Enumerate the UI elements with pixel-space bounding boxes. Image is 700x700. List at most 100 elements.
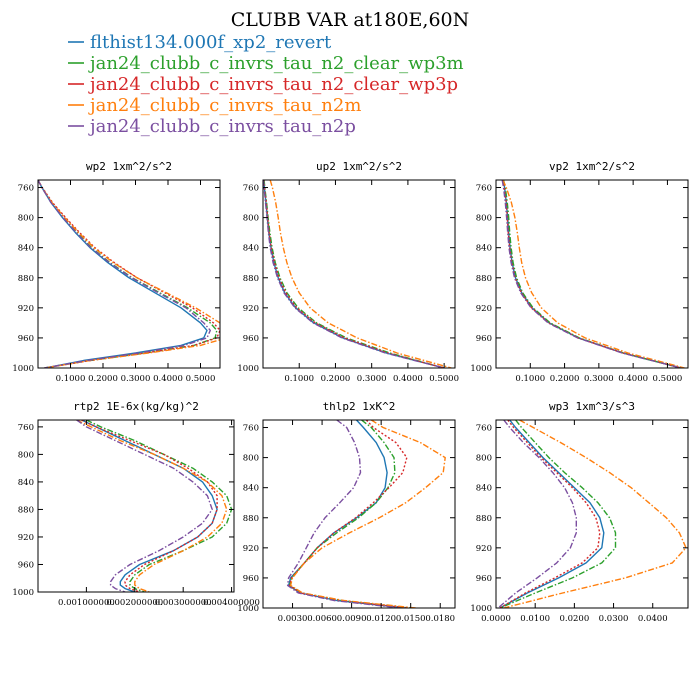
y-tick-label: 880 [18,505,34,515]
series-line [286,420,401,608]
series-line [76,420,213,592]
series-line [289,420,446,608]
plot-frame [37,419,235,593]
series-line [499,420,605,608]
panel-5: wp3 1xm^3/s^3 760 800 840 880 920 960 10000.000… [470,400,689,624]
y-tick-label: 1000 [12,364,34,374]
x-tick-label: 0.0120 [366,614,396,624]
y-tick-label: 760 [243,424,259,434]
series-line [503,420,687,608]
y-tick-label: 880 [243,514,259,524]
x-tick-label: 0.4000 [618,374,648,384]
x-tick-label: 0.0300 [599,614,629,624]
y-tick-label: 960 [18,560,34,570]
legend-label: jan24_clubb_c_invrs_tau_n2p [88,116,356,137]
y-tick-label: 760 [18,184,34,194]
legend-item: jan24_clubb_c_invrs_tau_n2m [68,95,361,116]
y-tick-label: 920 [476,304,492,314]
series-line [38,180,220,368]
y-tick-label: 920 [18,533,34,543]
series-line [288,420,411,608]
y-tick-label: 880 [243,274,259,284]
x-tick-label: 0.0400 [638,614,668,624]
panel-title: wp2 1xm^2/s^2 [86,160,172,173]
x-tick-label: 0.0030 [278,614,308,624]
y-tick-label: 760 [243,184,259,194]
y-tick-label: 1000 [237,364,259,374]
plot-frame [495,179,689,369]
x-tick-label: 0.2000 [550,374,580,384]
x-tick-label: 0.1000 [515,374,545,384]
series-line [502,180,682,368]
x-tick-label: 0.5000 [653,374,683,384]
legend-label: jan24_clubb_c_invrs_tau_n2_clear_wp3p [88,74,458,95]
legend-item: jan24_clubb_c_invrs_tau_n2_clear_wp3p [68,74,458,95]
series-line [38,180,208,368]
x-tick-label: 0.4000 [153,374,183,384]
y-tick-label: 800 [243,454,259,464]
series-line [38,180,212,368]
series-line [502,180,682,368]
y-tick-label: 880 [18,274,34,284]
plot-frame [262,419,456,609]
x-tick-label: 0.2000 [88,374,118,384]
y-tick-label: 1000 [470,604,492,614]
y-tick-label: 760 [476,184,492,194]
figure-title: CLUBB VAR at180E,60N [231,9,470,31]
panel-title: vp2 1xm^2/s^2 [549,160,635,173]
x-tick-label: 0.0090 [337,614,367,624]
panel-title: up2 1xm^2/s^2 [316,160,402,173]
panel-title: wp3 1xm^3/s^3 [549,400,635,413]
y-tick-label: 840 [243,244,259,254]
series-line [38,180,220,368]
y-tick-label: 920 [243,544,259,554]
legend-item: flthist134.000f_xp2_revert [68,32,332,53]
series-line [263,180,445,368]
y-tick-label: 1000 [237,604,259,614]
series-line [76,420,228,592]
legend-label: jan24_clubb_c_invrs_tau_n2m [88,95,361,116]
x-tick-label: 0.001000000 [58,598,115,608]
x-tick-label: 0.2000 [321,374,351,384]
plot-frame [262,179,456,369]
y-tick-label: 800 [476,454,492,464]
x-tick-label: 0.002000000 [106,598,163,608]
series-line [263,180,445,368]
series-group [501,180,685,368]
series-line [86,420,233,592]
y-tick-label: 840 [476,244,492,254]
x-tick-label: 0.0060 [307,614,337,624]
x-tick-label: 0.3000 [584,374,614,384]
x-tick-label: 0.004000000 [203,598,260,608]
x-tick-label: 0.5000 [186,374,216,384]
x-tick-label: 0.0000 [481,614,511,624]
y-tick-label: 800 [18,450,34,460]
y-tick-label: 960 [476,334,492,344]
y-tick-label: 920 [18,304,34,314]
series-line [502,180,682,368]
y-tick-label: 800 [18,214,34,224]
y-tick-label: 800 [243,214,259,224]
x-tick-label: 0.0180 [425,614,455,624]
series-line [501,180,682,368]
y-tick-label: 920 [476,544,492,554]
x-tick-label: 0.1000 [284,374,314,384]
y-tick-label: 1000 [12,588,34,598]
plot-frame [37,179,221,369]
plot-frame [495,419,689,609]
y-tick-label: 840 [243,484,259,494]
y-tick-label: 760 [18,423,34,433]
y-tick-label: 960 [243,334,259,344]
y-tick-label: 840 [18,478,34,488]
x-tick-label: 0.0100 [520,614,550,624]
y-tick-label: 880 [476,514,492,524]
x-tick-label: 0.3000 [357,374,387,384]
panel-3: rtp2 1E-6x(kg/kg)^2 760 800 840 880 920 960 100… [12,400,260,608]
series-group [263,180,452,368]
series-line [499,420,601,608]
y-tick-label: 1000 [470,364,492,374]
series-line [288,420,409,608]
y-tick-label: 840 [18,244,34,254]
